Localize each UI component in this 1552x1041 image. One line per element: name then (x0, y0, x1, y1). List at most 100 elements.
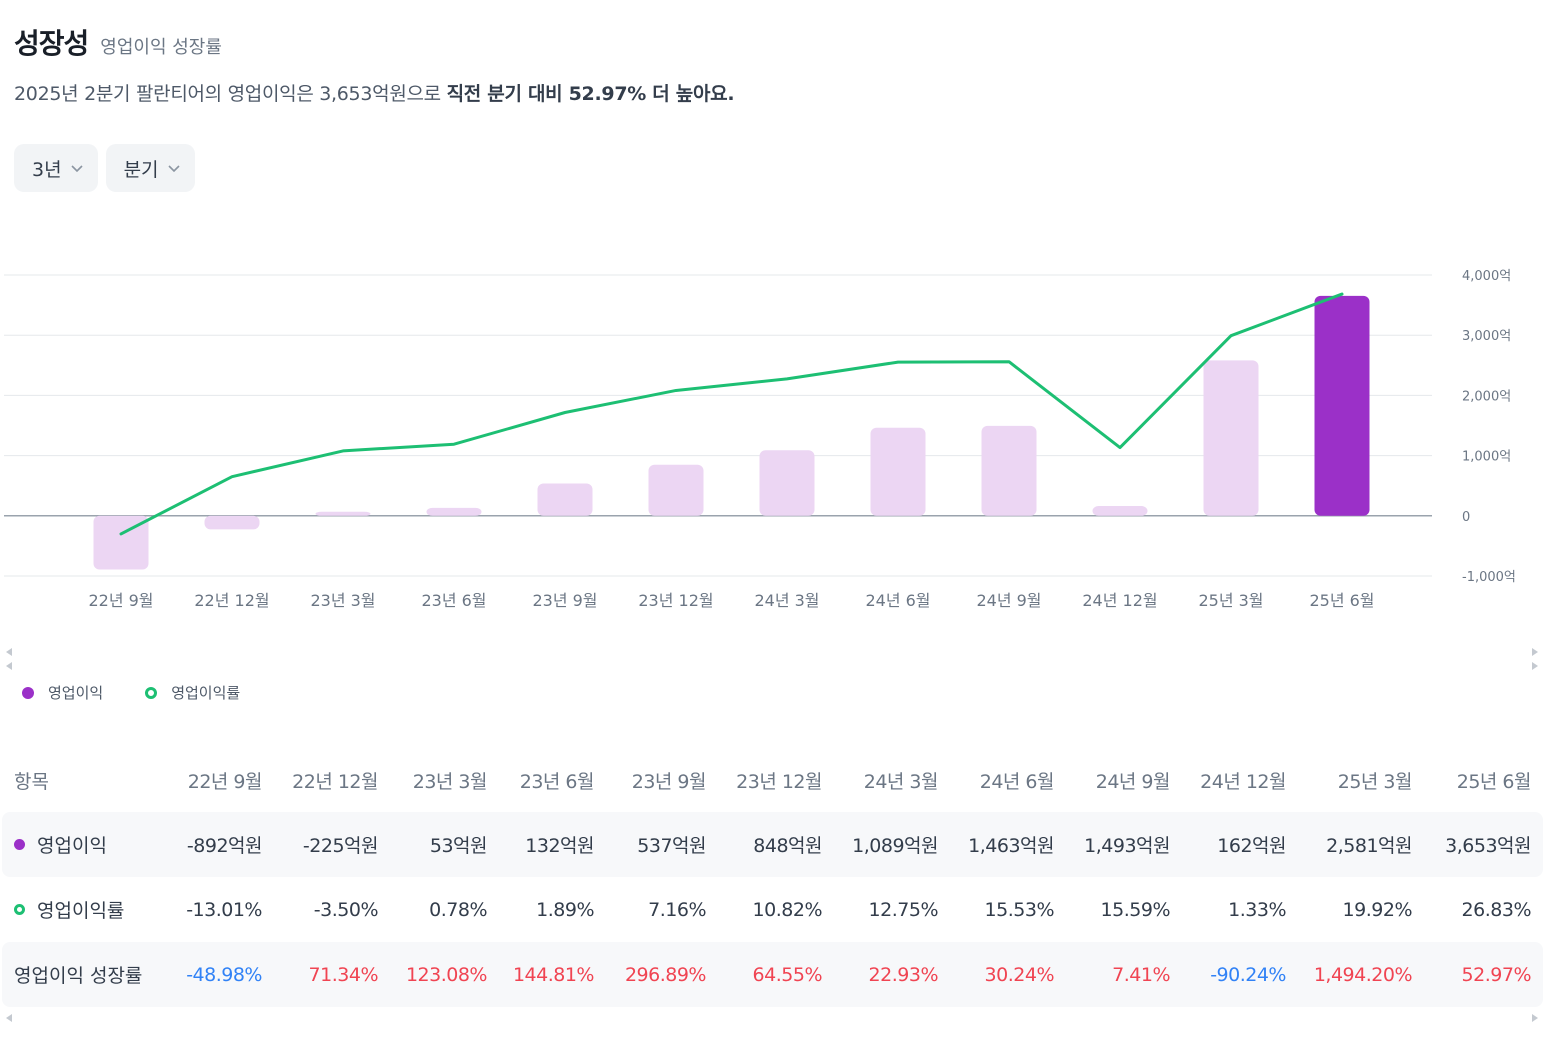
row-label-text: 영업이익 성장률 (14, 965, 143, 987)
table-cell: 144.81% (512, 963, 595, 986)
y-tick-label: -1,000억 (1462, 570, 1516, 585)
table-header-cell: 22년 9월 (187, 770, 263, 793)
table-header-cell: 23년 12월 (736, 770, 822, 793)
x-tick-label: 24년 12월 (1082, 591, 1157, 610)
table-cell: 26.83% (1461, 898, 1532, 921)
table-header-cell: 23년 3월 (412, 770, 488, 793)
table-cell: -13.01% (186, 898, 262, 921)
table-cell: 19.92% (1342, 898, 1413, 921)
page-subtitle: 영업이익 성장률 (100, 37, 222, 58)
scroll-right-arrow-icon[interactable] (1532, 648, 1538, 656)
table-header-cell: 23년 6월 (519, 770, 595, 793)
table-row-label: 영업이익률 (2, 896, 170, 923)
x-tick-label: 22년 12월 (194, 591, 269, 610)
row-label-text: 영업이익률 (37, 900, 125, 922)
bar (426, 507, 482, 516)
chart-legend: 영업이익 영업이익률 (22, 682, 240, 703)
summary-text: 2025년 2분기 팔란티어의 영업이익은 3,653억원으로 직전 분기 대비… (14, 79, 735, 106)
page-title: 성장성 (14, 27, 89, 60)
legend-line-label: 영업이익률 (171, 684, 241, 702)
x-tick-label: 24년 6월 (865, 591, 930, 610)
table-row-label: 영업이익 (2, 831, 170, 858)
table-cell: 123.08% (405, 963, 488, 986)
table-cell: 1.33% (1228, 898, 1286, 921)
table-cell: 162억원 (1217, 835, 1286, 857)
table-header-cell: 25년 6월 (1456, 770, 1532, 793)
legend-bar-marker (22, 686, 34, 699)
y-tick-label: 3,000억 (1462, 329, 1511, 344)
y-tick-label: 0 (1462, 510, 1470, 525)
table-cell: 3,653억원 (1445, 835, 1531, 857)
y-tick-label: 1,000억 (1462, 450, 1511, 465)
x-tick-label: 23년 9월 (532, 591, 597, 610)
scroll-left-arrow-icon[interactable] (6, 662, 12, 670)
bar (1203, 360, 1259, 516)
table-header-cell: 24년 3월 (863, 770, 939, 793)
y-tick-label: 4,000억 (1462, 269, 1511, 284)
x-tick-label: 23년 12월 (638, 591, 713, 610)
chevron-down-icon (167, 161, 181, 175)
period-dropdown[interactable]: 3년 (14, 144, 98, 192)
y-tick-label: 2,000억 (1462, 389, 1511, 404)
bar (759, 450, 815, 516)
table-cell: 15.53% (984, 898, 1055, 921)
table-cell: 848억원 (753, 835, 822, 857)
bar (315, 511, 371, 516)
table-row-label: 영업이익 성장률 (2, 961, 170, 988)
legend-item-line: 영업이익률 (145, 682, 240, 703)
bar (537, 483, 593, 516)
table-cell: 53억원 (429, 835, 488, 857)
x-tick-label: 22년 9월 (88, 591, 153, 610)
bar (1092, 506, 1148, 516)
operating-profit-chart: 4,000억 3,000억 2,000억 1,000억 0 -1,000억 22년 9월 22… (4, 269, 1516, 610)
bar (981, 425, 1037, 516)
bar (648, 464, 704, 516)
table-cell: 1,089억원 (852, 835, 938, 857)
scroll-right-arrow-icon[interactable] (1532, 662, 1538, 670)
margin-line (119, 292, 1344, 536)
filter-bar: 3년 분기 (14, 144, 195, 192)
row-marker (14, 839, 25, 850)
table-header-cell: 22년 12월 (292, 770, 378, 793)
table-cell: 132억원 (525, 835, 594, 857)
table-cell: 1,493억원 (1084, 835, 1170, 857)
bar (1314, 295, 1370, 516)
period-dropdown-label: 3년 (32, 158, 62, 181)
x-tick-label: 25년 6월 (1309, 591, 1374, 610)
table-row: 영업이익률 -13.01% -3.50% 0.78% 1.89% 7.16% 10.82% 1… (2, 877, 1543, 942)
table-cell: 537억원 (637, 835, 706, 857)
table-cell: -225억원 (302, 835, 379, 857)
chevron-down-icon (70, 161, 84, 175)
x-tick-label: 24년 3월 (754, 591, 819, 610)
unit-dropdown[interactable]: 분기 (105, 144, 195, 192)
unit-dropdown-label: 분기 (123, 158, 159, 181)
table-cell: 1.89% (536, 898, 594, 921)
table-header-row: 항목 22년 9월 22년 12월 23년 3월 23년 6월 23년 9월 23년 12… (2, 748, 1543, 812)
section-header: 성장성 영업이익 성장률 (14, 22, 222, 62)
table-scroll-left-arrow-icon[interactable] (6, 1014, 12, 1022)
scroll-left-arrow-icon[interactable] (6, 648, 12, 656)
table-cell: 71.34% (308, 963, 379, 986)
legend-item-bar: 영업이익 (22, 682, 103, 703)
table-header-cell: 25년 3월 (1337, 770, 1413, 793)
data-table: 항목 22년 9월 22년 12월 23년 3월 23년 6월 23년 9월 23년 12… (2, 748, 1543, 1007)
table-cell: -892억원 (186, 835, 263, 857)
table-cell: -90.24% (1210, 963, 1286, 986)
table-cell: 2,581억원 (1326, 835, 1412, 857)
bar (870, 427, 926, 516)
table-cell: 7.16% (648, 898, 706, 921)
table-cell: -3.50% (313, 898, 379, 921)
table-cell: 1,494.20% (1313, 963, 1413, 986)
table-row: 영업이익 -892억원 -225억원 53억원 132억원 537억원 848억원 1,089… (2, 812, 1543, 877)
table-header-label: 항목 (14, 770, 49, 793)
table-header-cell: 23년 9월 (631, 770, 707, 793)
table-cell: 7.41% (1112, 963, 1170, 986)
table-scroll-right-arrow-icon[interactable] (1532, 1014, 1538, 1022)
table-row: 영업이익 성장률 -48.98% 71.34% 123.08% 144.81% 296.8… (2, 942, 1543, 1007)
table-cell: 52.97% (1461, 963, 1532, 986)
table-cell: 296.89% (624, 963, 707, 986)
legend-bar-label: 영업이익 (48, 684, 104, 702)
table-header-cell: 24년 6월 (979, 770, 1055, 793)
summary-highlight: 직전 분기 대비 52.97% 더 높아요. (446, 83, 735, 105)
table-header-cell: 24년 9월 (1095, 770, 1171, 793)
